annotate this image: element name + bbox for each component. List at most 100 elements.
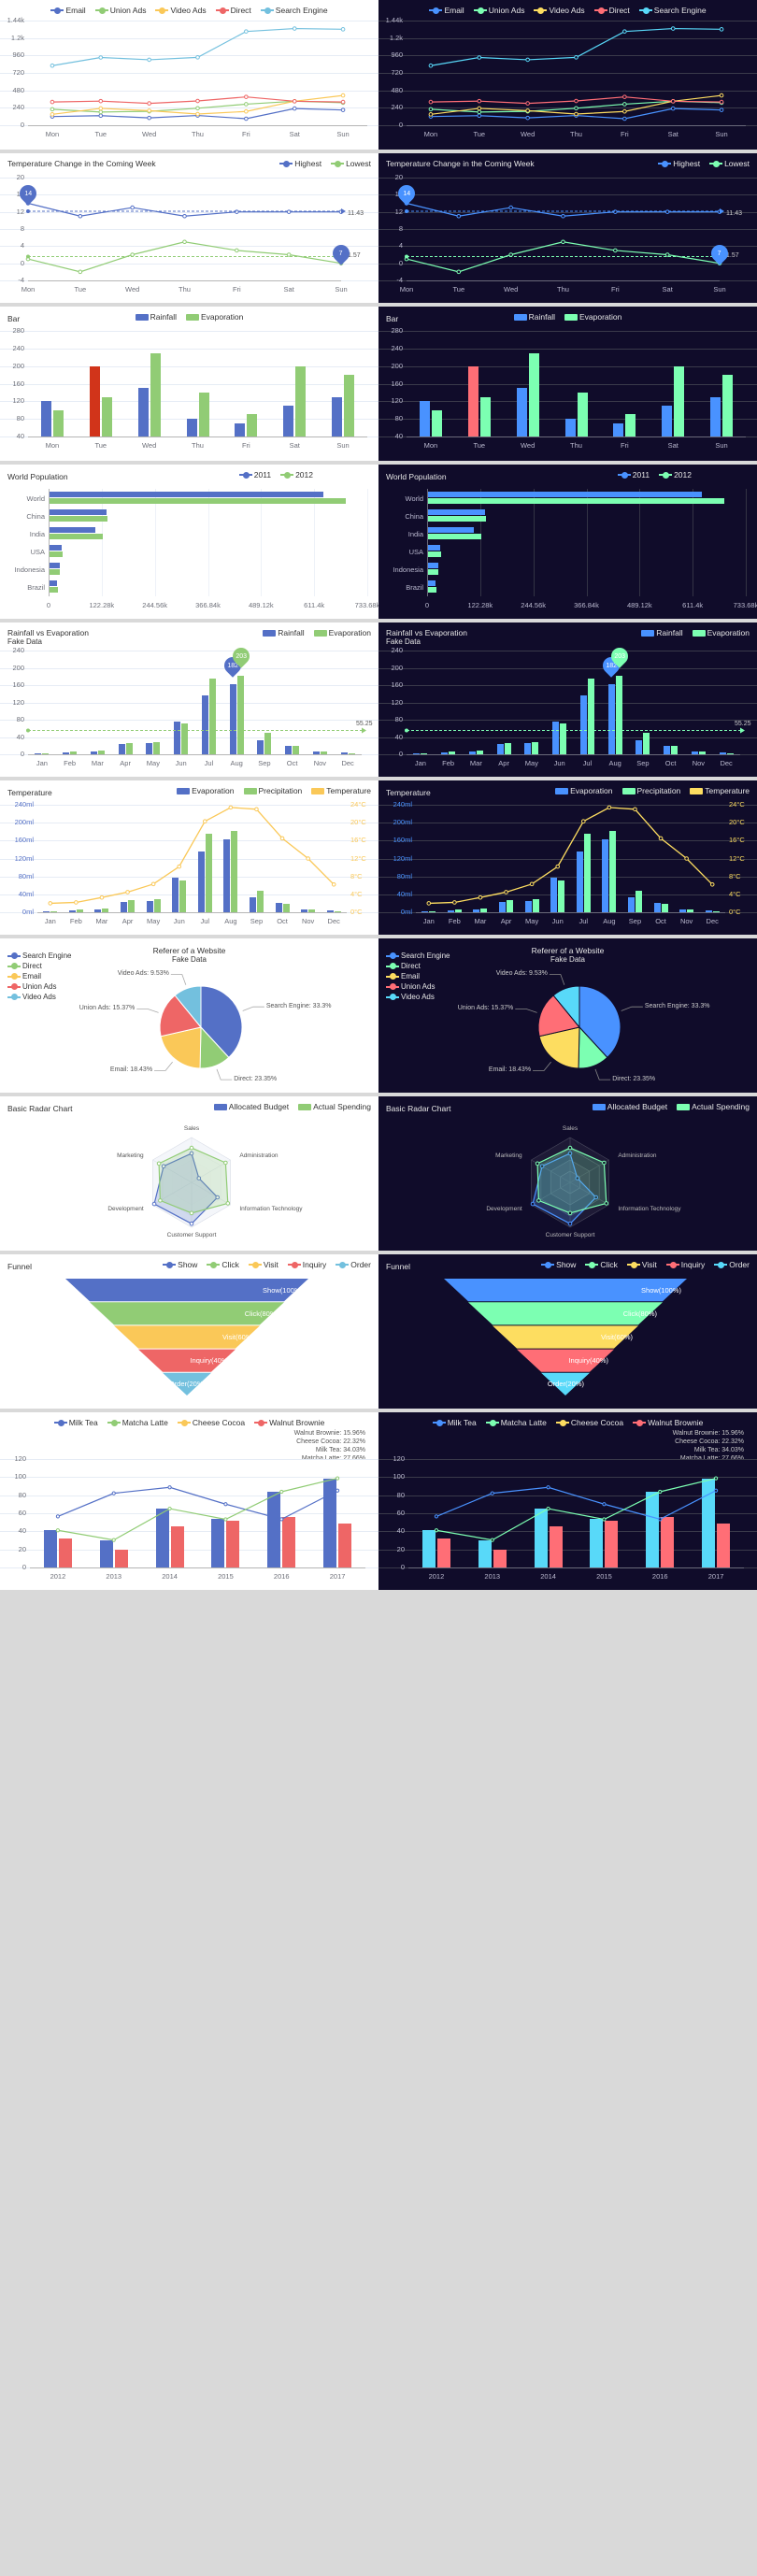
hbar-2012-USA[interactable] bbox=[428, 551, 442, 558]
bar-evaporation-Sun[interactable] bbox=[344, 375, 355, 436]
legend-item-evaporation[interactable]: Evaporation bbox=[564, 312, 621, 322]
legend-item-order[interactable]: Order bbox=[336, 1260, 371, 1269]
bar-Evaporation-Jul[interactable] bbox=[587, 678, 594, 754]
legend-item-highest[interactable]: Highest bbox=[279, 159, 321, 168]
bar-Evaporation-May[interactable] bbox=[153, 741, 161, 754]
hbar-2011-Brazil[interactable] bbox=[428, 580, 436, 587]
bar-Evaporation-Mar[interactable] bbox=[94, 909, 102, 912]
bar-Precipitation-Aug[interactable] bbox=[609, 830, 617, 912]
bar-walnut-brownie-2014[interactable] bbox=[170, 1525, 184, 1567]
hbar-2011-India[interactable] bbox=[50, 526, 95, 533]
legend-item-inquiry[interactable]: Inquiry bbox=[287, 1260, 326, 1269]
bar-matcha-latte-2015[interactable] bbox=[211, 1519, 225, 1567]
bar-Evaporation-Jan[interactable] bbox=[421, 752, 428, 754]
bar-Precipitation-Feb[interactable] bbox=[454, 909, 462, 912]
bar-Precipitation-Jan[interactable] bbox=[50, 910, 58, 912]
legend-item-union-ads[interactable]: Union Ads bbox=[94, 6, 146, 15]
bar-Evaporation-Sep[interactable] bbox=[643, 733, 650, 754]
legend-item-union-ads[interactable]: Union Ads bbox=[386, 982, 450, 991]
bar-Precipitation-Jan[interactable] bbox=[429, 910, 436, 912]
bar-walnut-brownie-2015[interactable] bbox=[605, 1520, 619, 1567]
bar-walnut-brownie-2016[interactable] bbox=[282, 1517, 296, 1567]
bar-rainfall-Sun[interactable] bbox=[710, 396, 721, 436]
legend-item-evaporation[interactable]: Evaporation bbox=[185, 312, 243, 322]
bar-Evaporation-Jun[interactable] bbox=[550, 878, 558, 912]
bar-rainfall-Fri[interactable] bbox=[613, 422, 624, 436]
bar-Evaporation-Feb[interactable] bbox=[70, 751, 78, 754]
bar-rainfall-Wed[interactable] bbox=[516, 388, 527, 436]
bar-Evaporation-May[interactable] bbox=[532, 741, 539, 754]
funnel-label-inquiry[interactable]: Inquiry(40%) bbox=[568, 1356, 608, 1366]
hbar-2012-World[interactable] bbox=[50, 497, 346, 504]
legend-item-search-engine[interactable]: Search Engine bbox=[7, 952, 71, 960]
hbar-2012-China[interactable] bbox=[428, 515, 487, 522]
legend-item-allocated-budget[interactable]: Allocated Budget bbox=[213, 1102, 289, 1111]
bar-evaporation-Tue[interactable] bbox=[479, 396, 491, 436]
hbar-2011-China[interactable] bbox=[50, 508, 107, 515]
hbar-2012-Brazil[interactable] bbox=[50, 587, 58, 594]
bar-Evaporation-Oct[interactable] bbox=[671, 746, 678, 754]
legend-item-2011[interactable]: 2011 bbox=[238, 470, 271, 479]
bar-Precipitation-May[interactable] bbox=[153, 899, 161, 912]
bar-Precipitation-Feb[interactable] bbox=[76, 909, 83, 912]
bar-Rainfall-Apr[interactable] bbox=[118, 744, 125, 754]
legend-item-search-engine[interactable]: Search Engine bbox=[260, 6, 328, 15]
bar-rainfall-Thu[interactable] bbox=[564, 419, 576, 436]
bar-Evaporation-May[interactable] bbox=[146, 900, 153, 912]
legend-item-rainfall[interactable]: Rainfall bbox=[263, 628, 305, 637]
legend-item-rainfall[interactable]: Rainfall bbox=[513, 312, 555, 322]
hbar-2011-USA[interactable] bbox=[428, 545, 441, 551]
legend-item-direct[interactable]: Direct bbox=[593, 6, 630, 15]
bar-matcha-latte-2016[interactable] bbox=[267, 1492, 281, 1567]
bar-Evaporation-Nov[interactable] bbox=[679, 909, 687, 912]
bar-evaporation-Sun[interactable] bbox=[722, 375, 734, 436]
bar-Rainfall-Jun[interactable] bbox=[174, 721, 181, 754]
hbar-2011-USA[interactable] bbox=[50, 545, 63, 551]
legend-item-2012[interactable]: 2012 bbox=[659, 470, 692, 479]
bar-Precipitation-Oct[interactable] bbox=[661, 904, 668, 912]
bar-Evaporation-Feb[interactable] bbox=[447, 909, 454, 912]
bar-Precipitation-Aug[interactable] bbox=[231, 830, 238, 912]
bar-matcha-latte-2015[interactable] bbox=[590, 1519, 604, 1567]
bar-Precipitation-Apr[interactable] bbox=[507, 900, 514, 912]
bar-Precipitation-Oct[interactable] bbox=[282, 904, 290, 912]
bar-Evaporation-Dec[interactable] bbox=[326, 910, 334, 912]
legend-item-click[interactable]: Click bbox=[207, 1260, 239, 1269]
bar-Precipitation-Jun[interactable] bbox=[179, 880, 187, 912]
bar-Evaporation-Mar[interactable] bbox=[476, 750, 483, 754]
bar-Rainfall-Sep[interactable] bbox=[636, 739, 643, 754]
funnel-label-show[interactable]: Show(100%) bbox=[641, 1285, 681, 1295]
bar-Rainfall-Oct[interactable] bbox=[285, 745, 293, 754]
bar-Evaporation-Nov[interactable] bbox=[301, 909, 308, 912]
legend-item-matcha-latte[interactable]: Matcha Latte bbox=[485, 1418, 547, 1427]
bar-matcha-latte-2017[interactable] bbox=[323, 1478, 337, 1567]
legend-item-search-engine[interactable]: Search Engine bbox=[386, 952, 450, 960]
bar-matcha-latte-2012[interactable] bbox=[43, 1530, 57, 1567]
funnel-label-visit[interactable]: Visit(60%) bbox=[600, 1333, 633, 1341]
legend-item-evaporation[interactable]: Evaporation bbox=[555, 786, 613, 795]
bar-Rainfall-Jan[interactable] bbox=[413, 753, 421, 754]
bar-Rainfall-May[interactable] bbox=[146, 743, 153, 754]
bar-Rainfall-Feb[interactable] bbox=[63, 751, 70, 754]
bar-Evaporation-Apr[interactable] bbox=[125, 742, 133, 754]
bar-matcha-latte-2013[interactable] bbox=[99, 1539, 113, 1567]
bar-Rainfall-Dec[interactable] bbox=[340, 752, 348, 754]
bar-Evaporation-Jun[interactable] bbox=[560, 723, 567, 754]
hbar-2011-Indonesia[interactable] bbox=[428, 563, 438, 569]
bar-rainfall-Tue[interactable] bbox=[467, 365, 478, 436]
bar-Evaporation-Nov[interactable] bbox=[320, 751, 327, 754]
legend-item-allocated-budget[interactable]: Allocated Budget bbox=[592, 1102, 667, 1111]
bar-Rainfall-Feb[interactable] bbox=[441, 751, 449, 754]
bar-Rainfall-Mar[interactable] bbox=[468, 751, 476, 754]
bar-Precipitation-Jun[interactable] bbox=[558, 880, 565, 912]
hbar-2011-China[interactable] bbox=[428, 508, 486, 515]
legend-item-milk-tea[interactable]: Milk Tea bbox=[432, 1418, 477, 1427]
bar-evaporation-Sat[interactable] bbox=[674, 365, 685, 436]
bar-rainfall-Fri[interactable] bbox=[235, 422, 246, 436]
bar-rainfall-Thu[interactable] bbox=[186, 419, 197, 436]
bar-Rainfall-Dec[interactable] bbox=[719, 752, 726, 754]
funnel-label-click[interactable]: Click(80%) bbox=[244, 1309, 279, 1318]
bar-Precipitation-Apr[interactable] bbox=[128, 900, 136, 912]
bar-walnut-brownie-2013[interactable] bbox=[493, 1549, 507, 1567]
bar-Rainfall-Apr[interactable] bbox=[496, 744, 504, 754]
